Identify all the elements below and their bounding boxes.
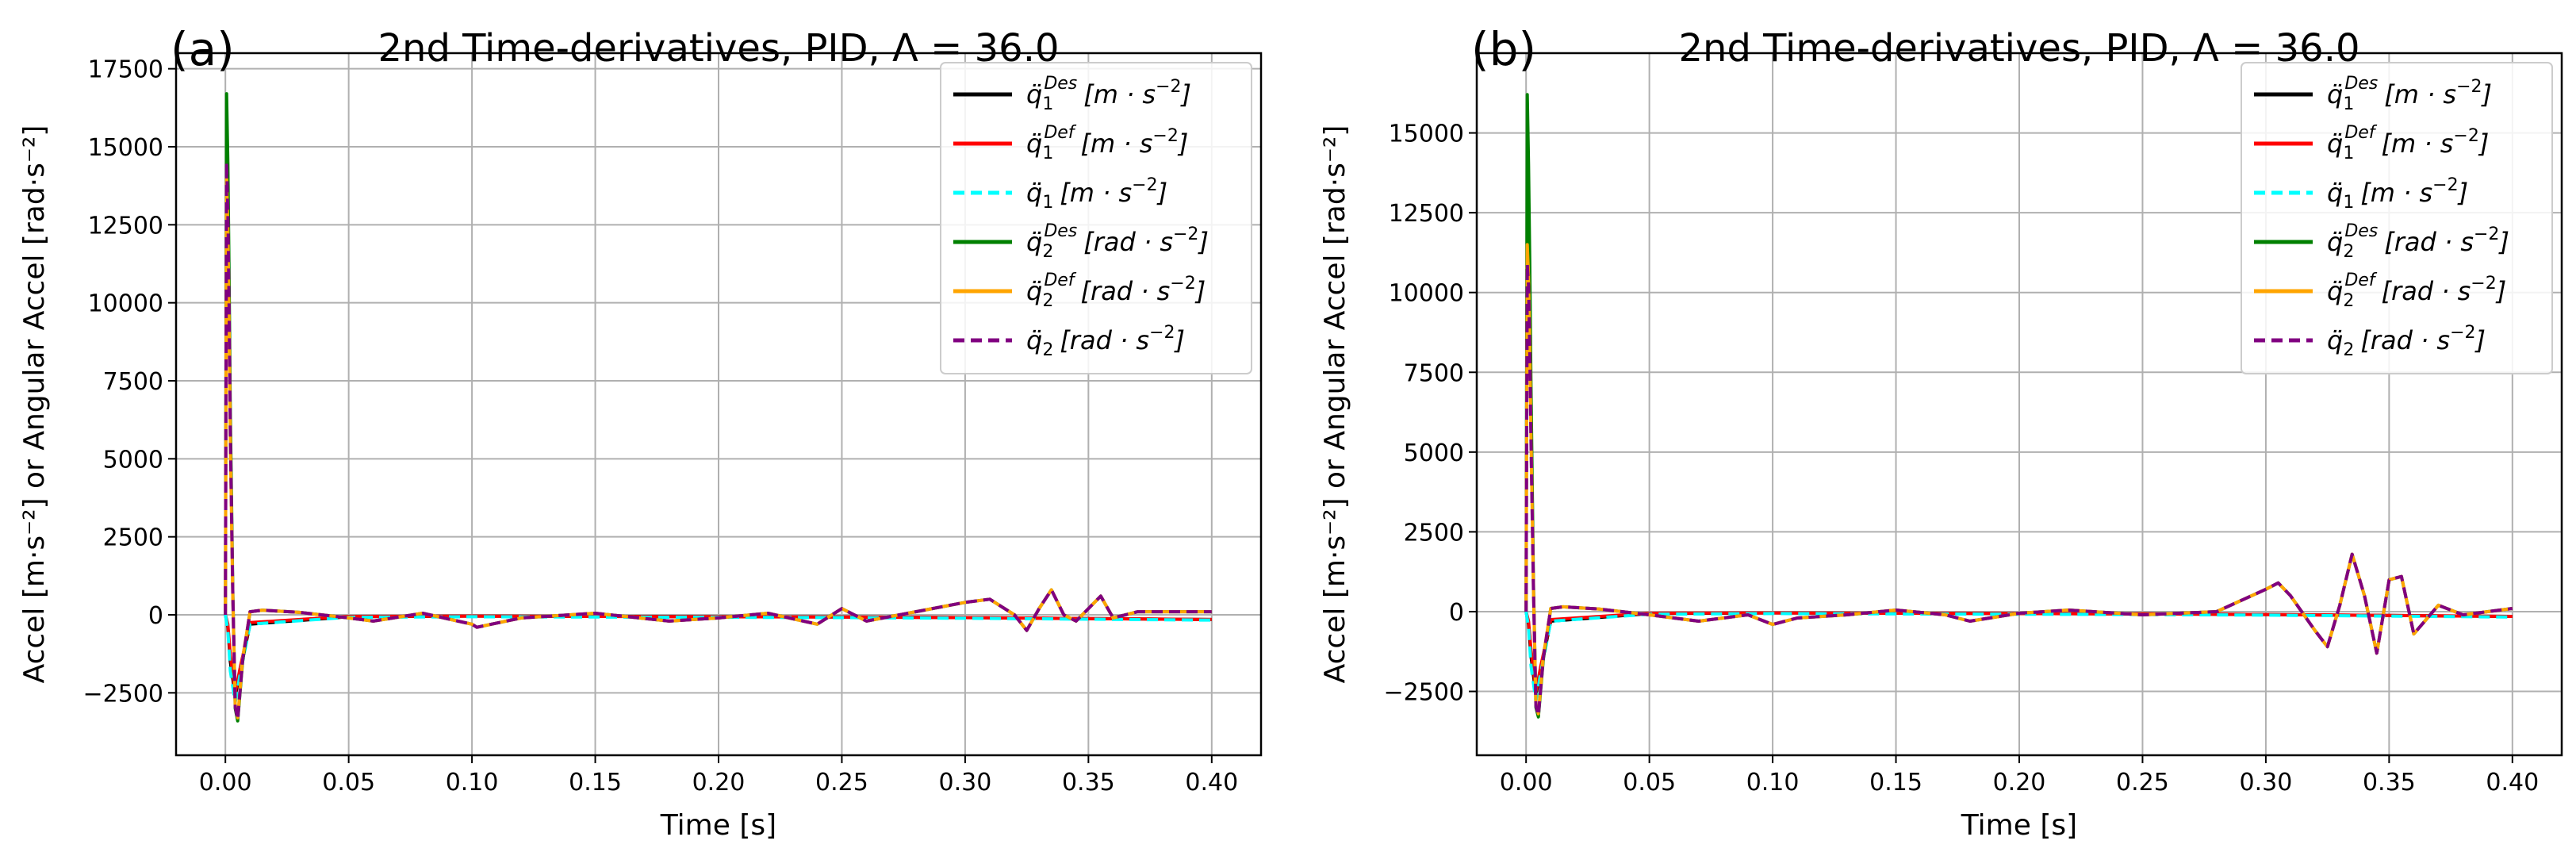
- y-tick-label: 5000: [1404, 440, 1464, 467]
- x-tick-label: 0.30: [939, 769, 992, 797]
- series-line-q1: [224, 614, 1212, 704]
- legend-entry-q1-des: q̈1Des [m · s−2]q̈₁ᴰᵉˢ [m · s⁻²]: [953, 74, 1191, 114]
- legend-box: [940, 62, 1252, 374]
- y-tick-label: −2500: [1384, 679, 1464, 707]
- x-tick-label: 0.10: [1746, 769, 1800, 797]
- legend-label: q̈1 [m · s−2]: [1026, 175, 1167, 213]
- x-tick-label: 0.30: [2240, 769, 2293, 797]
- legend-entry-q1: q̈1 [m · s−2]q̈₁ [m · s⁻²]: [953, 175, 1167, 213]
- legend-entry-q1-des: q̈1Des [m · s−2]q̈₁ᴰᵉˢ [m · s⁻²]: [2254, 74, 2492, 114]
- x-tick-label: 0.00: [199, 769, 252, 797]
- x-tick-label: 0.35: [1062, 769, 1115, 797]
- y-tick-label: 2500: [103, 524, 163, 552]
- panel-label: (a): [171, 22, 235, 76]
- legend-label: q̈1Des [m · s−2]: [1026, 74, 1191, 114]
- y-tick-label: 12500: [88, 212, 163, 240]
- legend: q̈1Des [m · s−2]q̈₁ᴰᵉˢ [m · s⁻²] q̈1Def [m …: [2241, 62, 2553, 374]
- x-tick-label: 0.40: [1185, 769, 1238, 797]
- y-tick-label: 15000: [88, 134, 163, 162]
- x-tick-label: 0.10: [446, 769, 499, 797]
- x-axis-label: Time [s]: [1961, 809, 2077, 842]
- x-tick-label: 0.05: [322, 769, 375, 797]
- y-axis-label: Accel [m·s⁻²] or Angular Accel [rad·s⁻²]: [18, 125, 51, 684]
- x-tick-label: 0.00: [1500, 769, 1553, 797]
- x-tick-label: 0.25: [815, 769, 868, 797]
- x-tick-label: 0.05: [1623, 769, 1676, 797]
- legend-entry-q2-def: q̈2Def [rad · s−2]q̈₂ᴰᵉᶠ [rad · s⁻²]: [953, 271, 1206, 311]
- y-tick-label: 0: [148, 602, 163, 630]
- chart-panel-b: 0.00 0.05 0.10 0.15 0.20 0.25 0.30 0.35 0.40 −250…: [1319, 22, 2563, 842]
- legend-label: q̈2Des [rad · s−2]: [1026, 221, 1209, 262]
- x-tick-label: 0.35: [2363, 769, 2416, 797]
- legend-label: q̈2Des [rad · s−2]: [2327, 221, 2509, 262]
- x-tick-label: 0.20: [1993, 769, 2046, 797]
- x-tick-label: 0.15: [1869, 769, 1922, 797]
- y-tick-label: 0: [1449, 599, 1464, 627]
- legend-label: q̈2 [rad · s−2]: [1026, 323, 1185, 360]
- legend-label: q̈2 [rad · s−2]: [2327, 323, 2486, 360]
- x-tick-label: 0.20: [692, 769, 746, 797]
- series-line-q2: [1524, 262, 2513, 717]
- y-tick-label: 5000: [103, 446, 163, 474]
- y-tick-label: 10000: [88, 290, 163, 318]
- series-group: [224, 92, 1212, 723]
- y-tick-label: 15000: [1389, 121, 1464, 148]
- legend-entry-q2-des: q̈2Des [rad · s−2]q̈₂ᴰᵉˢ [rad · s⁻²]: [953, 221, 1209, 262]
- chart-panel-a: 0.00 0.05 0.10 0.15 0.20 0.25 0.30 0.35 0.40 −250…: [18, 22, 1263, 842]
- y-tick-label: 2500: [1404, 519, 1464, 547]
- legend-entry-q2: q̈2 [rad · s−2]q̈₂ [rad · s⁻²]: [2254, 323, 2486, 360]
- legend-label: q̈1Def [m · s−2]: [2327, 123, 2489, 163]
- y-tick-label: 17500: [88, 56, 163, 84]
- legend-label: q̈1Des [m · s−2]: [2327, 74, 2492, 114]
- y-tick-label: 7500: [1404, 359, 1464, 387]
- x-tick-label: 0.25: [2116, 769, 2169, 797]
- series-line-q1: [1524, 611, 2513, 703]
- legend-label: q̈2Def [rad · s−2]: [2327, 271, 2506, 311]
- legend: q̈1Des [m · s−2]q̈₁ᴰᵉˢ [m · s⁻²] q̈1Def [m …: [940, 62, 1252, 374]
- legend-entry-q1: q̈1 [m · s−2]q̈₁ [m · s⁻²]: [2254, 175, 2468, 213]
- panel-label: (b): [1471, 22, 1536, 76]
- y-tick-label: 7500: [103, 368, 163, 396]
- legend-entry-q1-def: q̈1Def [m · s−2]q̈₁ᴰᵉᶠ [m · s⁻²]: [2254, 123, 2489, 163]
- series-group: [1524, 93, 2513, 719]
- y-axis-label: Accel [m·s⁻²] or Angular Accel [rad·s⁻²]: [1319, 125, 1351, 684]
- series-line-q2: [224, 160, 1212, 721]
- legend-entry-q1-def: q̈1Def [m · s−2]q̈₁ᴰᵉᶠ [m · s⁻²]: [953, 123, 1188, 163]
- y-tick-label: 10000: [1389, 280, 1464, 308]
- y-tick-label: 12500: [1389, 200, 1464, 228]
- legend-entry-q2-def: q̈2Def [rad · s−2]q̈₂ᴰᵉᶠ [rad · s⁻²]: [2254, 271, 2506, 311]
- legend-label: q̈2Def [rad · s−2]: [1026, 271, 1206, 311]
- legend-label: q̈1Def [m · s−2]: [1026, 123, 1188, 163]
- legend-entry-q2: q̈2 [rad · s−2]q̈₂ [rad · s⁻²]: [953, 323, 1185, 360]
- legend-box: [2241, 62, 2553, 374]
- legend-entry-q2-des: q̈2Des [rad · s−2]q̈₂ᴰᵉˢ [rad · s⁻²]: [2254, 221, 2509, 262]
- x-axis-label: Time [s]: [660, 809, 776, 842]
- legend-label: q̈1 [m · s−2]: [2327, 175, 2468, 213]
- x-tick-label: 0.40: [2486, 769, 2539, 797]
- x-tick-label: 0.15: [569, 769, 622, 797]
- y-tick-label: −2500: [83, 680, 163, 708]
